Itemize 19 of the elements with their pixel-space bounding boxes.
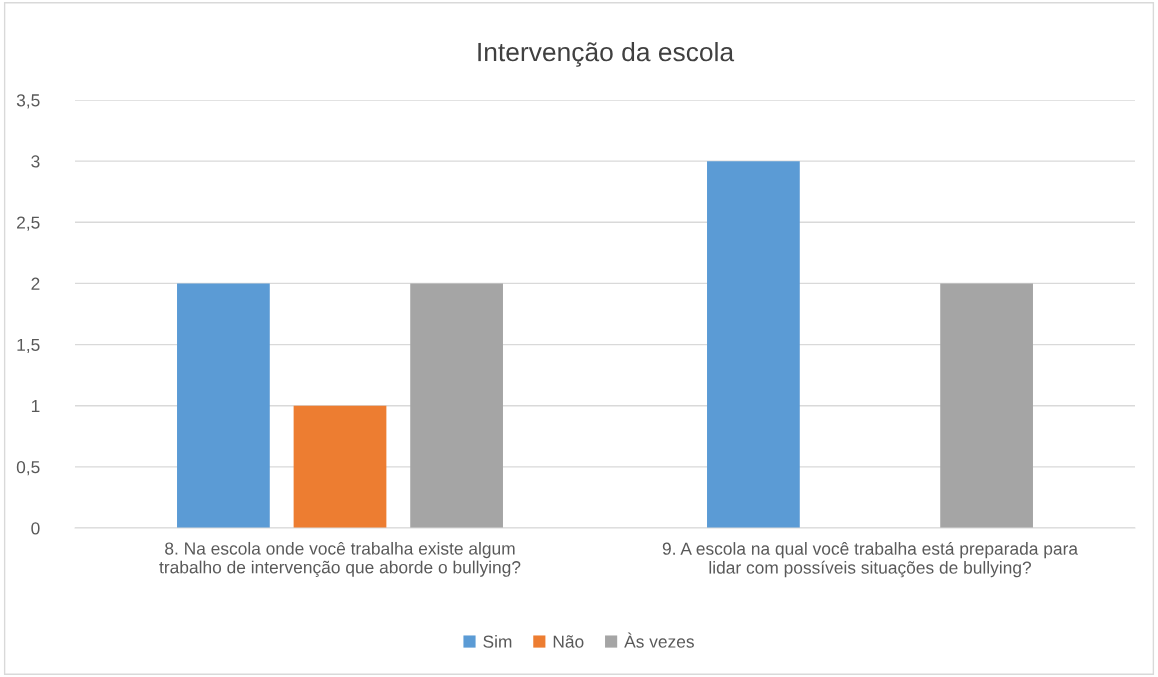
x-tick-label: 9. A escola na qual você trabalha está preparada para lidar com possíveis situações de bullying? (662, 541, 1079, 578)
chart-title: Intervenção da escola (478, 41, 735, 67)
y-tick-label: 0,5 (16, 461, 40, 476)
legend-label: Sim (483, 635, 512, 648)
x-tick-label: 8. Na escola onde você trabalha existe algum trabalho de intervenção que aborde o bullying? (159, 541, 521, 577)
bar (177, 283, 270, 528)
y-tick-label: 3 (31, 155, 40, 168)
y-tick-label: 1 (31, 400, 40, 412)
legend-label: Não (553, 635, 584, 648)
legend-label: Às vezes (624, 632, 694, 648)
y-tick-label: 2,5 (17, 216, 40, 231)
bar (293, 405, 387, 528)
y-tick-label: 0 (31, 522, 40, 535)
y-tick-label: 1,5 (17, 338, 40, 354)
y-tick-label: 3,5 (16, 94, 40, 109)
bar (410, 283, 503, 528)
bar (707, 161, 800, 528)
y-tick-label: 2 (31, 277, 40, 290)
bar (940, 283, 1033, 528)
